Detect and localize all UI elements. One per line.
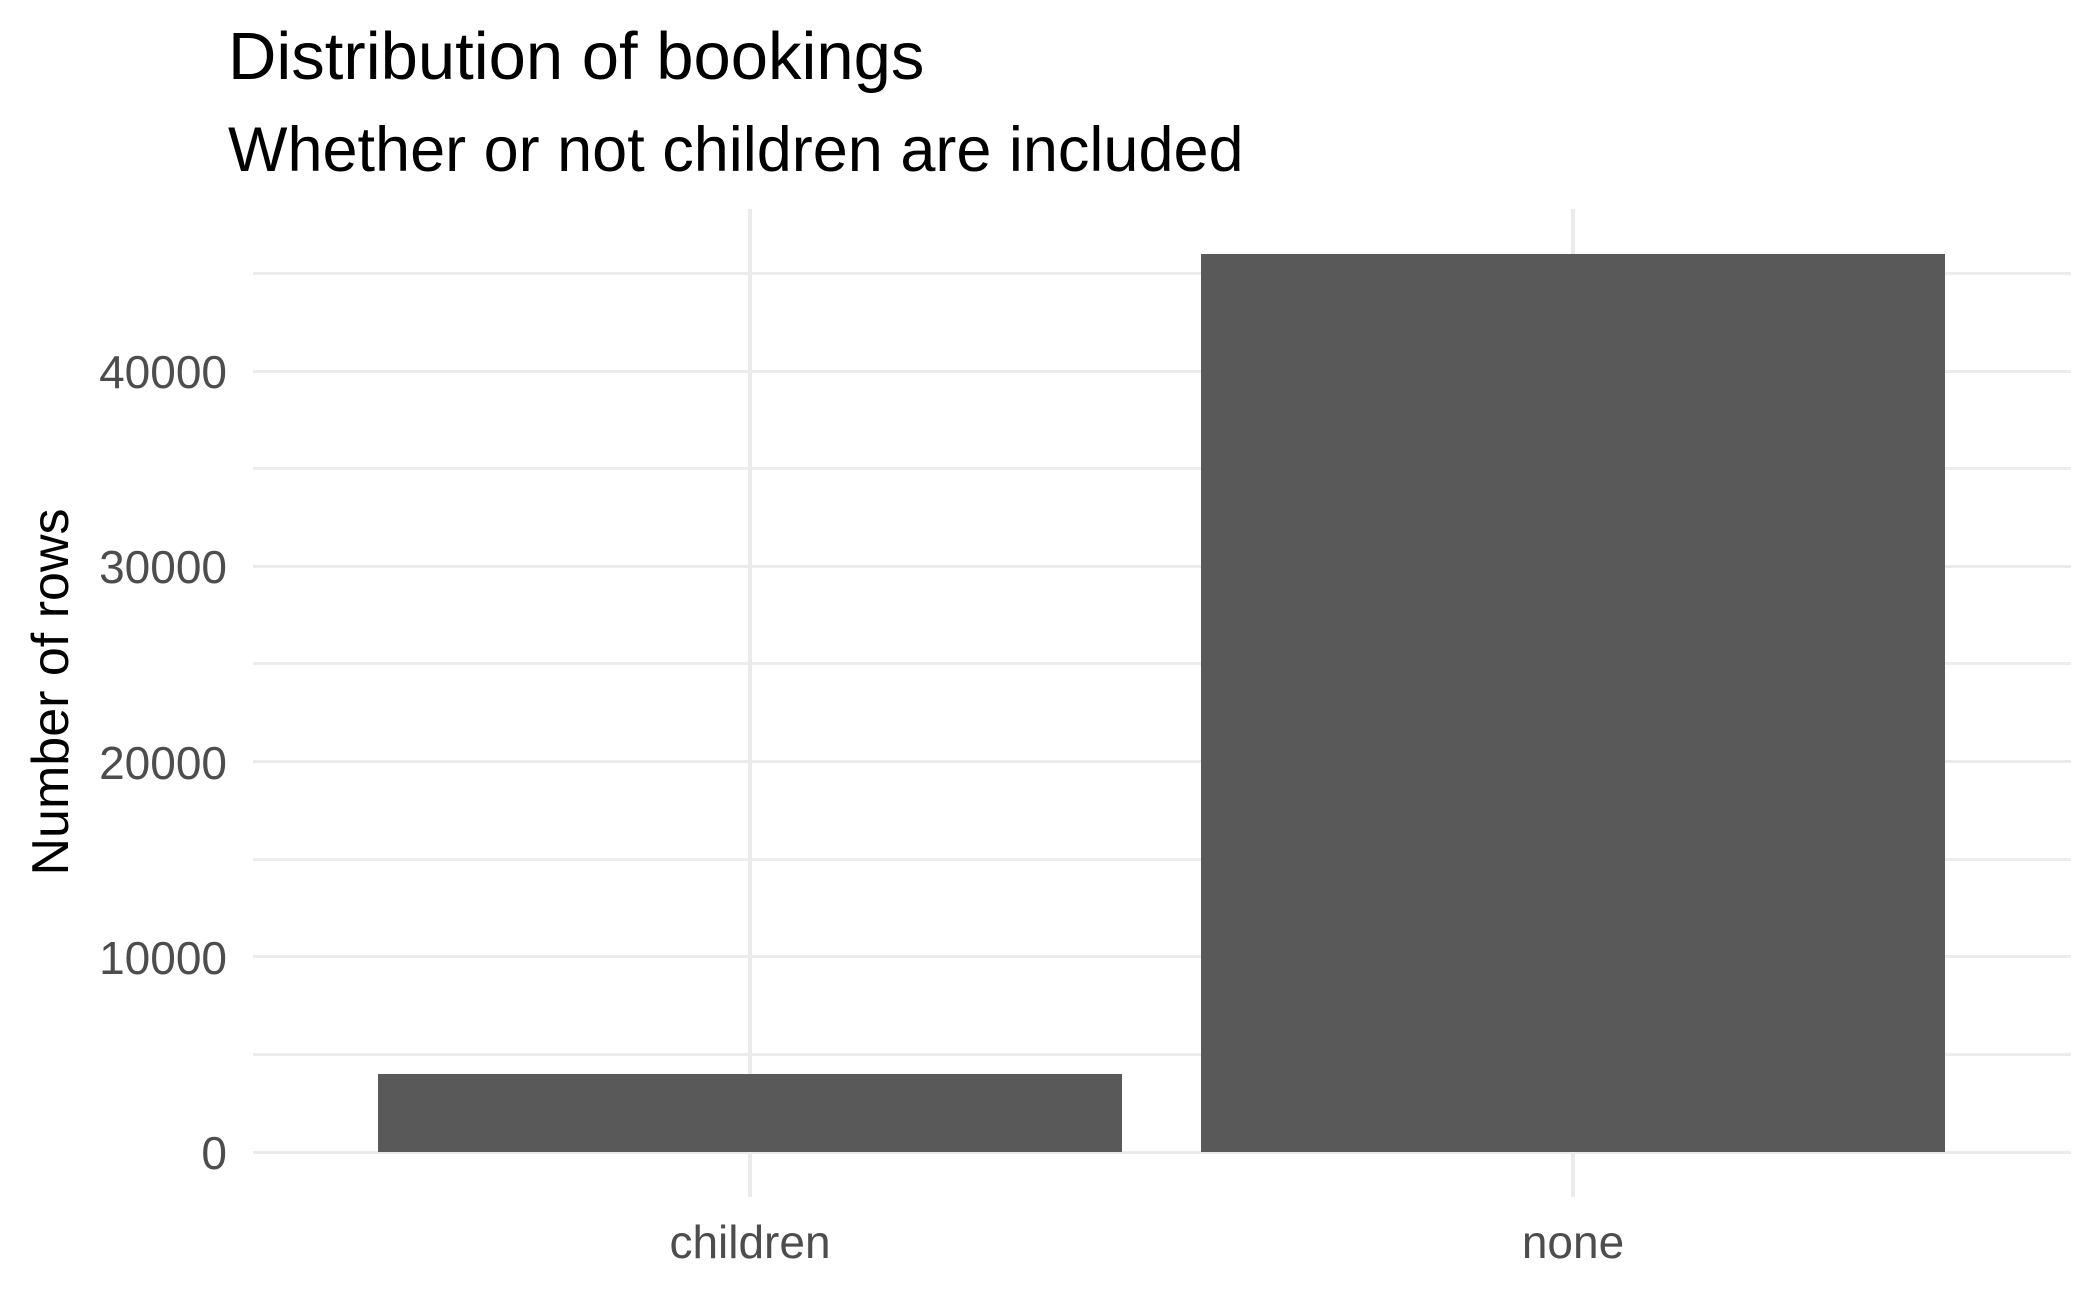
y-tick-label: 0 [201,1127,227,1179]
chart-title: Distribution of bookings [228,19,925,94]
minor-gridline [253,467,2071,471]
minor-gridline [253,857,2071,861]
major-gridline [253,760,2071,763]
chart-subtitle: Whether or not children are included [228,115,1244,185]
major-gridline [253,955,2071,959]
category-gridline-children [748,209,752,1197]
x-tick-label-children: children [669,1216,831,1268]
bar-none [1201,254,1945,1152]
y-tick-label: 30000 [99,541,227,594]
major-gridline [253,1150,2071,1154]
y-tick-label: 40000 [99,346,227,398]
bar-children [378,1074,1122,1152]
minor-gridline [253,1052,2071,1056]
y-tick-label: 20000 [99,736,227,789]
y-tick-label: 10000 [99,931,227,984]
minor-gridline [253,271,2071,275]
minor-gridline [253,662,2071,666]
x-tick-label-none: none [1521,1216,1625,1268]
major-gridline [253,369,2071,373]
major-gridline [253,564,2071,568]
